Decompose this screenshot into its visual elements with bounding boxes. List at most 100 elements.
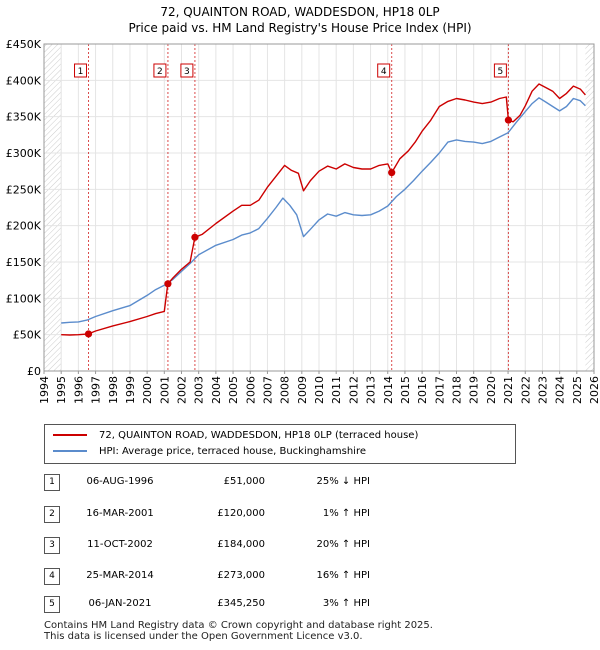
x-tick-label: 2004 bbox=[210, 376, 223, 404]
x-tick-label: 1994 bbox=[38, 376, 51, 404]
sale-date: 06-JAN-2021 bbox=[88, 598, 152, 609]
y-tick-label: £150K bbox=[6, 256, 42, 269]
sale-number-label: 1 bbox=[78, 67, 84, 77]
sale-number: 1 bbox=[44, 474, 60, 491]
y-tick-label: £450K bbox=[6, 38, 42, 51]
footer-license: This data is licensed under the Open Gov… bbox=[44, 631, 363, 642]
chart-legend: 72, QUAINTON ROAD, WADDESDON, HP18 0LP (… bbox=[44, 424, 516, 464]
x-tick-label: 2025 bbox=[571, 376, 584, 404]
sale-number: 4 bbox=[44, 568, 60, 585]
x-tick-label: 1995 bbox=[55, 376, 68, 404]
sale-price: £345,250 bbox=[217, 598, 265, 609]
y-tick-label: £50K bbox=[13, 329, 42, 342]
y-tick-label: £400K bbox=[6, 74, 42, 87]
y-tick-label: £200K bbox=[6, 220, 42, 233]
sale-price: £184,000 bbox=[217, 539, 265, 550]
x-tick-label: 2002 bbox=[176, 376, 189, 404]
sale-price: £51,000 bbox=[223, 476, 265, 487]
legend-label-hpi: HPI: Average price, terraced house, Buck… bbox=[99, 446, 367, 457]
footer-copyright: Contains HM Land Registry data © Crown c… bbox=[44, 620, 433, 631]
x-tick-label: 2011 bbox=[330, 376, 343, 404]
legend-swatch-hpi bbox=[53, 450, 87, 452]
x-tick-label: 2005 bbox=[227, 376, 240, 404]
sale-point bbox=[84, 330, 93, 338]
sale-price: £120,000 bbox=[217, 508, 265, 519]
x-tick-label: 2012 bbox=[347, 376, 360, 404]
sale-date: 16-MAR-2001 bbox=[86, 508, 154, 519]
sale-hpi-delta: 20% ↑ HPI bbox=[316, 539, 370, 550]
legend-entry-hpi: HPI: Average price, terraced house, Buck… bbox=[53, 445, 366, 459]
sale-hpi-delta: 1% ↑ HPI bbox=[322, 508, 370, 519]
y-tick-label: £300K bbox=[6, 147, 42, 160]
sale-price: £273,000 bbox=[217, 570, 265, 581]
sale-number-box bbox=[493, 63, 507, 78]
sale-number: 2 bbox=[44, 506, 60, 523]
sale-point bbox=[164, 280, 172, 288]
sale-row: 3 11-OCT-2002 £184,000 20% ↑ HPI bbox=[0, 537, 600, 555]
x-tick-label: 1996 bbox=[72, 376, 85, 404]
x-tick-label: 2010 bbox=[313, 376, 326, 404]
x-tick-label: 2021 bbox=[502, 376, 515, 404]
sale-row: 4 25-MAR-2014 £273,000 16% ↑ HPI bbox=[0, 568, 600, 586]
x-tick-label: 2017 bbox=[433, 376, 446, 404]
chart-title-block: 72, QUAINTON ROAD, WADDESDON, HP18 0LP P… bbox=[0, 4, 600, 36]
sale-number-label: 4 bbox=[381, 67, 387, 77]
hpi-series-line bbox=[61, 83, 586, 336]
y-tick-label: £100K bbox=[6, 292, 42, 305]
sale-row: 1 06-AUG-1996 £51,000 25% ↓ HPI bbox=[0, 474, 600, 492]
x-tick-label: 2007 bbox=[261, 376, 274, 404]
x-tick-label: 1997 bbox=[90, 376, 103, 404]
sale-number-box bbox=[153, 63, 167, 78]
sale-point bbox=[191, 233, 199, 241]
sale-number-box bbox=[180, 63, 194, 78]
sale-hpi-delta: 25% ↓ HPI bbox=[316, 476, 370, 487]
x-tick-label: 2020 bbox=[485, 376, 498, 404]
x-tick-label: 2009 bbox=[296, 376, 309, 404]
sale-hpi-delta: 16% ↑ HPI bbox=[316, 570, 370, 581]
sale-hpi-delta: 3% ↑ HPI bbox=[322, 598, 370, 609]
hatched-region bbox=[44, 44, 62, 371]
sale-number-box bbox=[377, 63, 391, 78]
y-tick-label: £0 bbox=[27, 365, 41, 378]
sale-number: 5 bbox=[44, 596, 60, 613]
sale-date: 11-OCT-2002 bbox=[87, 539, 153, 550]
x-tick-label: 1999 bbox=[124, 376, 137, 404]
legend-entry-property: 72, QUAINTON ROAD, WADDESDON, HP18 0LP (… bbox=[53, 429, 418, 443]
sale-row: 2 16-MAR-2001 £120,000 1% ↑ HPI bbox=[0, 506, 600, 524]
sale-point bbox=[504, 116, 513, 124]
x-tick-label: 2026 bbox=[588, 376, 600, 404]
sale-number-label: 3 bbox=[184, 67, 190, 77]
x-tick-label: 2023 bbox=[536, 376, 549, 404]
x-tick-label: 2006 bbox=[244, 376, 257, 404]
sale-number: 3 bbox=[44, 537, 60, 554]
x-tick-label: 2018 bbox=[451, 376, 464, 404]
x-tick-label: 2014 bbox=[382, 376, 395, 404]
x-tick-label: 2003 bbox=[193, 376, 206, 404]
x-tick-label: 2016 bbox=[416, 376, 429, 404]
x-tick-label: 2022 bbox=[519, 376, 532, 404]
x-tick-label: 2019 bbox=[468, 376, 481, 404]
chart-title: 72, QUAINTON ROAD, WADDESDON, HP18 0LP bbox=[160, 5, 440, 19]
legend-label-property: 72, QUAINTON ROAD, WADDESDON, HP18 0LP (… bbox=[99, 430, 419, 441]
chart-subtitle: Price paid vs. HM Land Registry's House … bbox=[128, 21, 472, 35]
legend-swatch-property bbox=[53, 434, 87, 436]
x-tick-label: 2015 bbox=[399, 376, 412, 404]
x-tick-label: 2024 bbox=[554, 376, 567, 404]
y-tick-label: £350K bbox=[6, 111, 42, 124]
sale-date: 25-MAR-2014 bbox=[86, 570, 154, 581]
price-chart: 1 2 3 4 5 £0 £50K £100K £150K £200K £250K £300K £35… bbox=[6, 38, 600, 404]
x-tick-label: 2001 bbox=[158, 376, 171, 404]
footer-attribution: Contains HM Land Registry data © Crown c… bbox=[44, 620, 433, 642]
sale-date: 06-AUG-1996 bbox=[86, 476, 154, 487]
sale-point bbox=[388, 169, 396, 177]
x-tick-label: 1998 bbox=[107, 376, 120, 404]
sale-number-box bbox=[74, 63, 88, 78]
hatched-region bbox=[585, 44, 594, 371]
sale-number-label: 2 bbox=[157, 67, 163, 77]
x-tick-label: 2008 bbox=[279, 376, 292, 404]
sale-row: 5 06-JAN-2021 £345,250 3% ↑ HPI bbox=[0, 596, 600, 614]
x-tick-label: 2000 bbox=[141, 376, 154, 404]
y-tick-label: £250K bbox=[6, 183, 42, 196]
sale-number-label: 5 bbox=[498, 67, 504, 77]
x-tick-label: 2013 bbox=[365, 376, 378, 404]
